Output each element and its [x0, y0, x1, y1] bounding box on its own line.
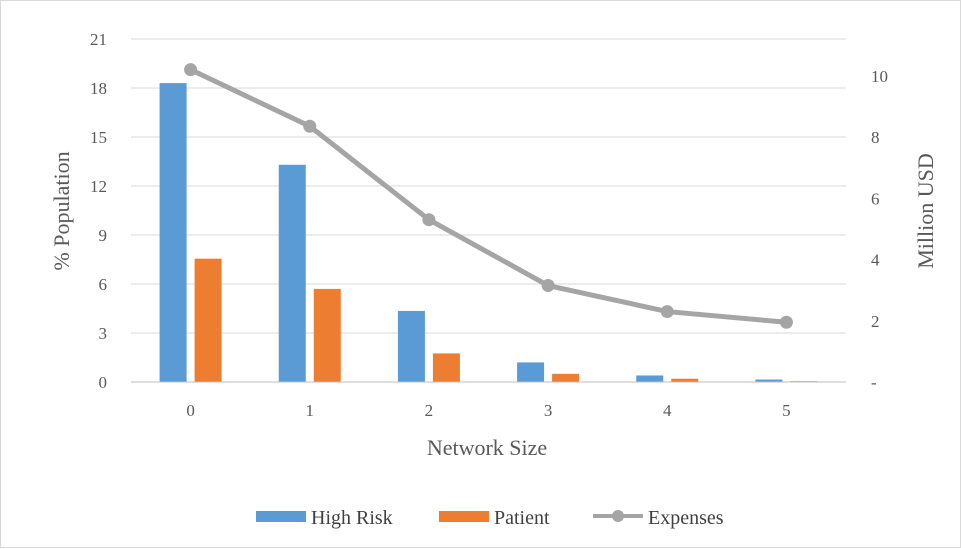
y-tick-label: 0: [99, 373, 108, 392]
bar-patient: [432, 353, 460, 382]
x-tick-label: 1: [306, 401, 315, 420]
legend-label-high-risk: High Risk: [311, 507, 393, 529]
y2-tick-label: 6: [871, 189, 880, 208]
y-tick-label: 21: [90, 30, 107, 49]
y2-tick-label: 4: [871, 251, 880, 270]
y-tick-label: 6: [99, 275, 108, 294]
legend-swatch-patient: [439, 511, 489, 522]
y-tick-label: 3: [99, 324, 108, 343]
gridlines: [131, 38, 846, 334]
y2-axis-title: Million USD: [913, 153, 938, 269]
x-tick-label: 0: [186, 401, 195, 420]
expenses-point: [541, 279, 555, 293]
legend: High Risk Patient Expenses: [256, 507, 724, 529]
x-tick-label: 3: [544, 401, 553, 420]
y-tick-label: 9: [99, 226, 108, 245]
x-tick-label: 4: [663, 401, 672, 420]
legend-swatch-expenses-marker: [612, 510, 624, 522]
x-tick-label: 2: [425, 401, 434, 420]
bars: [159, 83, 818, 382]
y2-tick-label: 10: [871, 67, 888, 86]
bar-high-risk: [755, 379, 783, 382]
expenses-line: [184, 63, 793, 329]
bar-patient: [671, 378, 699, 382]
bar-patient: [552, 373, 580, 382]
expenses-point: [660, 305, 674, 319]
y-tick-label: 18: [90, 79, 107, 98]
expenses-line-path: [189, 67, 787, 325]
bar-high-risk: [397, 310, 425, 382]
expenses-point: [422, 213, 436, 227]
y-axis-title: % Population: [49, 151, 74, 270]
expenses-point: [184, 63, 198, 77]
y-tick-label: 15: [90, 128, 107, 147]
bar-high-risk: [278, 164, 306, 382]
bar-high-risk: [159, 83, 187, 382]
legend-label-patient: Patient: [494, 507, 550, 529]
y-tick-label: 12: [90, 177, 107, 196]
bar-patient: [194, 258, 222, 382]
expenses-point: [779, 315, 793, 329]
bar-high-risk: [636, 375, 664, 382]
y2-tick-label: -: [871, 373, 877, 392]
bar-patient: [313, 288, 341, 382]
y2-tick-label: 8: [871, 128, 880, 147]
bar-high-risk: [517, 362, 545, 382]
y2-tick-label: 2: [871, 312, 880, 331]
legend-swatch-high-risk: [256, 511, 306, 522]
expenses-point: [303, 119, 317, 133]
x-tick-label: 5: [782, 401, 791, 420]
legend-label-expenses: Expenses: [648, 507, 724, 529]
x-axis-title: Network Size: [427, 435, 547, 460]
